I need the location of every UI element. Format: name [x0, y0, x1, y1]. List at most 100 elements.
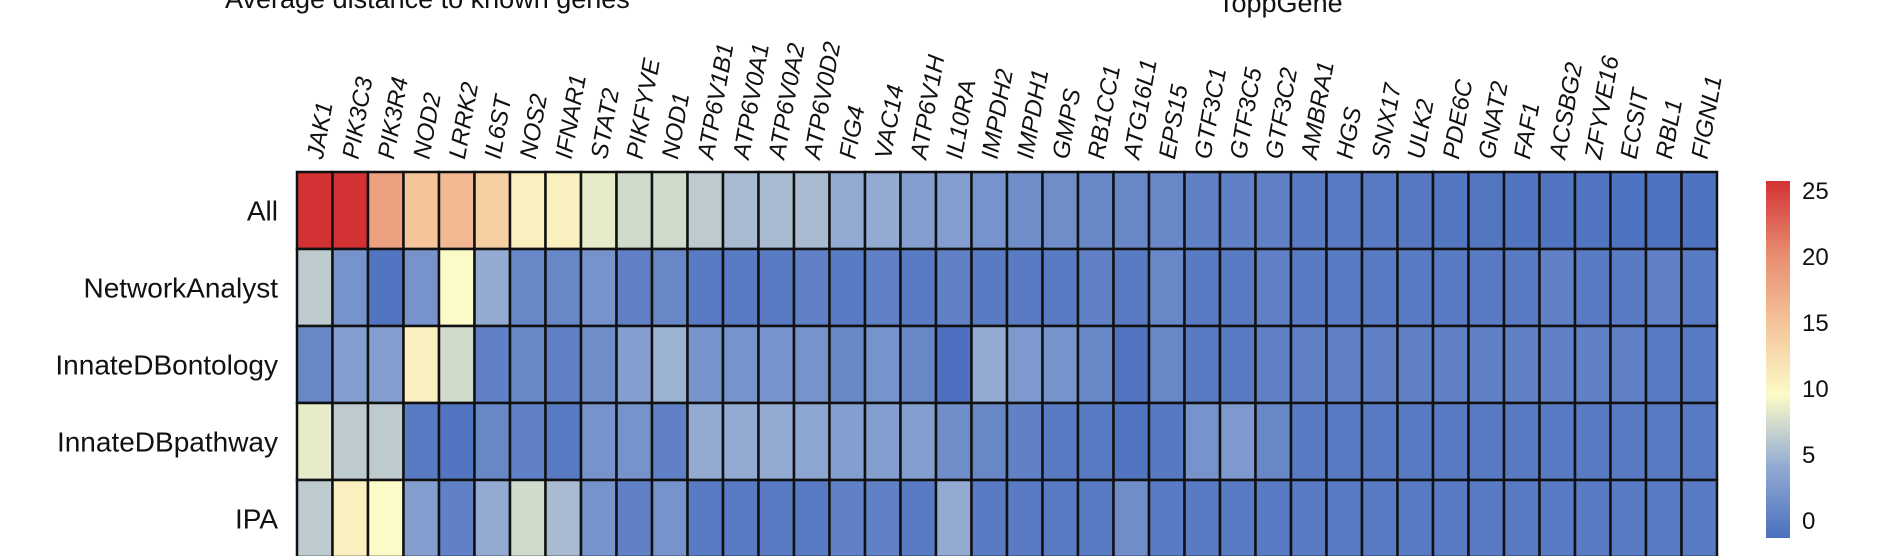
- heatmap-cell: [1431, 247, 1470, 328]
- row-label: IPA: [235, 504, 278, 535]
- row-labels: All NetworkAnalyst InnateDBontology InnateD…: [55, 196, 278, 535]
- heatmap-cell: [1147, 324, 1186, 405]
- heatmap-cell: [1076, 247, 1115, 328]
- heatmap-cell: [1502, 478, 1541, 556]
- heatmap-cell: [1573, 478, 1612, 556]
- heatmap-cell: [970, 478, 1009, 556]
- heatmap-cell: [544, 170, 583, 251]
- colorbar-tick-label: 5: [1802, 442, 1815, 469]
- heatmap-cell: [331, 247, 370, 328]
- heatmap-cell: [473, 478, 512, 556]
- heatmap-cell: [615, 170, 654, 251]
- heatmap-cell: [508, 247, 547, 328]
- heatmap-cell: [1289, 324, 1328, 405]
- heatmap-cell: [934, 170, 973, 251]
- heatmap-cell: [828, 478, 867, 556]
- heatmap-cell: [1644, 324, 1683, 405]
- heatmap-cell: [1183, 247, 1222, 328]
- heatmap-cell: [828, 170, 867, 251]
- heatmap-cell: [615, 401, 654, 482]
- column-label: IL6ST: [480, 91, 518, 161]
- column-label: IMPDH1: [1012, 67, 1054, 161]
- column-label: FIG4: [835, 104, 871, 161]
- column-label: PDE6C: [1438, 77, 1479, 161]
- heatmap-cell: [1147, 478, 1186, 556]
- heatmap-cell: [402, 401, 441, 482]
- heatmap-cell: [686, 247, 725, 328]
- heatmap-cell: [970, 324, 1009, 405]
- heatmap-cell: [544, 478, 583, 556]
- heatmap-cell: [1325, 170, 1364, 251]
- heatmap-cell: [331, 170, 370, 251]
- heatmap-cell: [721, 170, 760, 251]
- heatmap-cell: [402, 170, 441, 251]
- heatmap-cell: [686, 170, 725, 251]
- heatmap-cell: [295, 170, 334, 251]
- heatmap-cell: [863, 170, 902, 251]
- heatmap-cell: [828, 401, 867, 482]
- heatmap-cell: [1431, 401, 1470, 482]
- heatmap-cell: [970, 247, 1009, 328]
- column-label: IFNAR1: [551, 72, 592, 161]
- heatmap-cell: [1396, 324, 1435, 405]
- heatmap-cell: [437, 247, 476, 328]
- heatmap-cell: [970, 401, 1009, 482]
- heatmap-cell: [508, 478, 547, 556]
- column-label: FAF1: [1509, 100, 1545, 161]
- heatmap-cell: [366, 401, 405, 482]
- heatmap-cell: [579, 247, 618, 328]
- column-label: NOS2: [515, 92, 553, 161]
- heatmap-cell: [1183, 478, 1222, 556]
- column-label: PIK3R4: [373, 75, 414, 161]
- colorbar-tick-label: 25: [1802, 178, 1829, 205]
- heatmap-cells: [295, 170, 1719, 556]
- heatmap-cell: [721, 401, 760, 482]
- heatmap-cell: [1218, 324, 1257, 405]
- heatmap-cell: [473, 247, 512, 328]
- colorbar-tick-label: 10: [1802, 376, 1829, 403]
- heatmap-cell: [1396, 247, 1435, 328]
- heatmap-cell: [757, 478, 796, 556]
- heatmap-cell: [1360, 478, 1399, 556]
- heatmap-cell: [1502, 247, 1541, 328]
- heatmap-cell: [1609, 401, 1648, 482]
- heatmap-cell: [1112, 401, 1151, 482]
- colorbar-tick-label: 15: [1802, 310, 1829, 337]
- heatmap-cell: [473, 170, 512, 251]
- heatmap-cell: [437, 401, 476, 482]
- column-label: GMPS: [1048, 87, 1087, 161]
- heatmap-cell: [1680, 401, 1719, 482]
- heatmap-cell: [1112, 324, 1151, 405]
- heatmap-cell: [1218, 401, 1257, 482]
- heatmap-cell: [544, 324, 583, 405]
- heatmap-cell: [650, 247, 689, 328]
- heatmap-cell: [1218, 247, 1257, 328]
- heatmap-cell: [1325, 247, 1364, 328]
- heatmap-cell: [1644, 478, 1683, 556]
- heatmap-cell: [1467, 401, 1506, 482]
- heatmap-cell: [1076, 478, 1115, 556]
- heatmap-cell: [1254, 401, 1293, 482]
- heatmap-cell: [1680, 324, 1719, 405]
- heatmap-cell: [934, 478, 973, 556]
- heatmap-cell: [295, 478, 334, 556]
- heatmap-cell: [473, 324, 512, 405]
- heatmap-cell: [1573, 170, 1612, 251]
- heatmap-cell: [1147, 401, 1186, 482]
- heatmap-cell: [1147, 247, 1186, 328]
- heatmap-cell: [1360, 170, 1399, 251]
- heatmap-cell: [295, 247, 334, 328]
- column-label: GTF3C2: [1261, 66, 1304, 161]
- chart-title-left: Average distance to known genes: [225, 0, 630, 14]
- heatmap-cell: [402, 247, 441, 328]
- heatmap-cell: [1538, 247, 1577, 328]
- heatmap-cell: [473, 401, 512, 482]
- column-label: STAT2: [586, 86, 625, 161]
- heatmap-cell: [1289, 401, 1328, 482]
- heatmap-cell: [1467, 324, 1506, 405]
- heatmap-cell: [1644, 401, 1683, 482]
- column-label: IL10RA: [941, 78, 981, 162]
- heatmap-cell: [1112, 478, 1151, 556]
- column-label: NOD2: [409, 91, 447, 161]
- colorbar-tick-label: 20: [1802, 244, 1829, 271]
